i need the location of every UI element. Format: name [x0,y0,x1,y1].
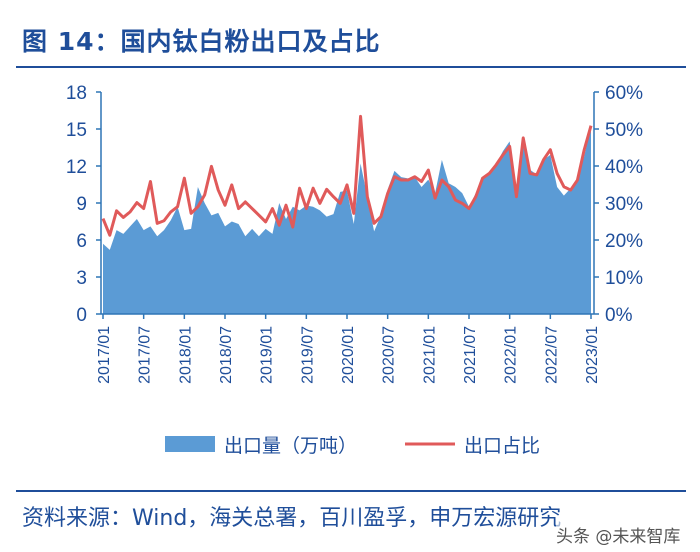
right-axis-tick-label: 30% [605,194,643,215]
x-axis-tick-label: 2023/01 [584,326,601,384]
left-axis-tick-label: 9 [76,194,87,215]
right-axis-tick-label: 20% [605,231,643,252]
legend-export-share: 出口占比 [464,435,540,457]
x-axis-tick-label: 2017/07 [137,326,154,384]
left-axis-tick-label: 6 [76,231,87,252]
x-axis-tick-label: 2019/01 [259,326,276,384]
left-axis-tick-label: 15 [66,120,87,141]
right-axis-tick-label: 60% [605,83,643,104]
export-share-line [101,114,593,237]
x-axis-tick-label: 2017/01 [96,326,113,384]
legend-area-swatch [165,436,215,452]
left-axis-tick-label: 18 [66,83,87,104]
legend-export-volume: 出口量（万吨） [224,435,357,457]
left-axis-tick-label: 0 [76,305,87,326]
x-axis-tick-label: 2018/07 [218,326,235,384]
watermark: 头条 @未来智库 [556,522,681,547]
export-volume-area [103,126,591,315]
right-axis-tick-label: 0% [605,305,633,326]
chart-title: 图 14：国内钛白粉出口及占比 [22,27,381,56]
x-axis-tick-label: 2018/01 [177,326,194,384]
x-axis-tick-label: 2019/07 [299,326,316,384]
x-axis-tick-label: 2021/07 [462,326,479,384]
x-axis-tick-label: 2022/07 [543,326,560,384]
x-axis-tick-label: 2022/01 [503,326,520,384]
x-axis-tick-label: 2020/07 [381,326,398,384]
left-axis-tick-label: 3 [76,268,87,289]
right-axis-tick-label: 10% [605,268,643,289]
x-axis-tick-label: 2020/01 [340,326,357,384]
x-axis-tick-label: 2021/01 [421,326,438,384]
right-axis-tick-label: 50% [605,120,643,141]
left-axis-tick-label: 12 [66,157,87,178]
title-divider [16,66,686,68]
source-divider [16,490,686,492]
chart: 0 3 6 9 12 15 18 0% 10% 20% 30% 40% 50% 60% 2017/01 201… [66,83,643,457]
right-axis-tick-label: 40% [605,157,643,178]
source-note: 资料来源：Wind，海关总署，百川盈孚，申万宏源研究 [22,506,562,531]
